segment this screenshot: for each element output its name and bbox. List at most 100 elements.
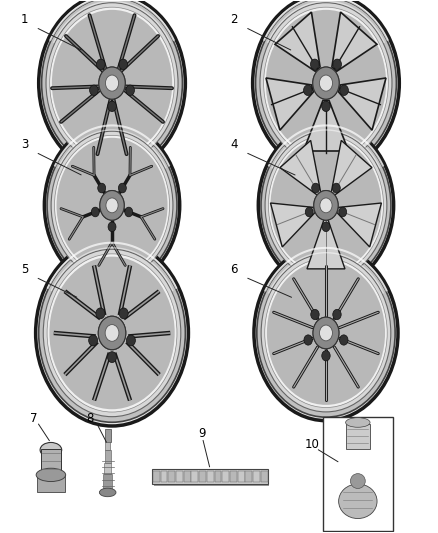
Ellipse shape — [332, 183, 340, 193]
Ellipse shape — [108, 101, 117, 111]
Ellipse shape — [88, 335, 98, 346]
Ellipse shape — [339, 335, 348, 345]
Bar — [230, 471, 237, 482]
Ellipse shape — [260, 3, 392, 164]
Ellipse shape — [100, 190, 124, 220]
Polygon shape — [332, 12, 377, 71]
Ellipse shape — [313, 317, 339, 349]
Ellipse shape — [127, 335, 135, 346]
Bar — [323, 417, 393, 531]
Ellipse shape — [100, 190, 124, 220]
Bar — [253, 471, 260, 482]
Polygon shape — [280, 140, 321, 195]
Ellipse shape — [266, 10, 386, 156]
Text: 8: 8 — [87, 411, 94, 424]
Polygon shape — [337, 203, 381, 247]
Ellipse shape — [313, 317, 339, 349]
Text: 9: 9 — [198, 427, 205, 440]
Ellipse shape — [261, 126, 391, 285]
Ellipse shape — [104, 324, 120, 342]
Ellipse shape — [314, 190, 338, 220]
Ellipse shape — [49, 257, 175, 409]
Ellipse shape — [322, 351, 330, 361]
Text: 7: 7 — [30, 411, 37, 424]
Ellipse shape — [99, 67, 125, 99]
Ellipse shape — [313, 67, 339, 99]
Text: 10: 10 — [304, 438, 319, 451]
Ellipse shape — [96, 308, 105, 319]
Bar — [207, 471, 214, 482]
Text: 3: 3 — [21, 138, 28, 151]
Polygon shape — [307, 220, 345, 269]
Ellipse shape — [108, 222, 116, 232]
Ellipse shape — [319, 324, 333, 342]
Polygon shape — [304, 100, 349, 151]
Ellipse shape — [96, 59, 105, 69]
Ellipse shape — [304, 335, 312, 345]
Ellipse shape — [322, 222, 330, 232]
Text: 6: 6 — [230, 263, 238, 276]
Bar — [154, 471, 269, 486]
Ellipse shape — [47, 254, 177, 412]
Ellipse shape — [47, 126, 177, 285]
Bar — [152, 469, 268, 484]
Ellipse shape — [42, 0, 183, 169]
Ellipse shape — [44, 123, 180, 288]
Text: 4: 4 — [230, 138, 238, 151]
Ellipse shape — [105, 197, 119, 214]
Ellipse shape — [319, 325, 332, 341]
Ellipse shape — [264, 7, 389, 159]
Bar — [37, 475, 65, 492]
Ellipse shape — [304, 85, 312, 95]
Ellipse shape — [268, 135, 384, 276]
Ellipse shape — [39, 244, 185, 422]
Ellipse shape — [119, 59, 127, 69]
Ellipse shape — [333, 309, 341, 320]
Bar — [105, 450, 111, 463]
Bar — [199, 471, 206, 482]
Ellipse shape — [271, 138, 381, 273]
Ellipse shape — [311, 309, 319, 320]
Ellipse shape — [51, 131, 173, 279]
Polygon shape — [275, 12, 320, 71]
Ellipse shape — [57, 138, 167, 273]
Ellipse shape — [43, 249, 181, 417]
Ellipse shape — [258, 123, 394, 288]
Bar — [191, 471, 198, 482]
Bar — [41, 449, 61, 473]
Bar — [238, 471, 244, 482]
Ellipse shape — [99, 67, 125, 99]
Ellipse shape — [265, 131, 387, 279]
Ellipse shape — [98, 316, 126, 350]
Polygon shape — [271, 203, 315, 247]
Text: 1: 1 — [21, 13, 28, 26]
Ellipse shape — [39, 0, 185, 172]
Ellipse shape — [99, 488, 116, 497]
Bar — [261, 471, 268, 482]
Ellipse shape — [339, 484, 377, 519]
Bar — [222, 471, 229, 482]
Ellipse shape — [311, 59, 319, 69]
Ellipse shape — [98, 316, 126, 350]
Ellipse shape — [320, 198, 332, 213]
Ellipse shape — [350, 474, 365, 489]
Ellipse shape — [106, 75, 119, 91]
Ellipse shape — [90, 85, 98, 95]
Bar — [103, 474, 112, 490]
Ellipse shape — [125, 207, 133, 217]
Ellipse shape — [319, 197, 333, 214]
Text: 5: 5 — [21, 263, 28, 276]
Ellipse shape — [314, 190, 338, 220]
Ellipse shape — [105, 74, 120, 92]
Ellipse shape — [108, 352, 117, 362]
Ellipse shape — [119, 308, 128, 319]
Ellipse shape — [257, 249, 395, 417]
Ellipse shape — [267, 261, 385, 405]
Ellipse shape — [40, 442, 62, 457]
Bar — [346, 424, 370, 449]
Bar — [104, 463, 111, 474]
Ellipse shape — [253, 0, 399, 172]
Text: 2: 2 — [230, 13, 238, 26]
Polygon shape — [339, 78, 386, 130]
Ellipse shape — [35, 240, 188, 426]
